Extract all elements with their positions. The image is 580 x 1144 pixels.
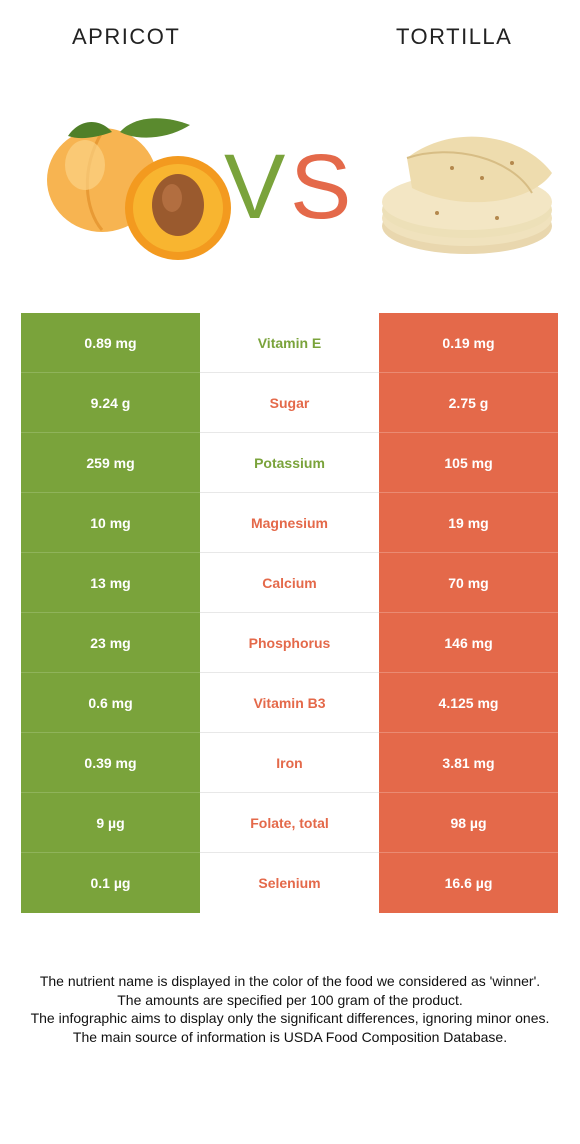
table-row: 0.39 mg Iron 3.81 mg: [21, 733, 558, 793]
footer-line: The amounts are specified per 100 gram o…: [117, 991, 463, 1008]
footer-line: The infographic aims to display only the…: [30, 1010, 550, 1026]
table-row: 259 mg Potassium 105 mg: [21, 433, 558, 493]
nutrient-name: Magnesium: [200, 493, 379, 553]
footer-line: The nutrient name is displayed in the co…: [39, 973, 541, 989]
nutrient-name: Selenium: [200, 853, 379, 913]
tortilla-value: 19 mg: [379, 493, 558, 553]
nutrient-name: Potassium: [200, 433, 379, 493]
table-row: 0.6 mg Vitamin B3 4.125 mg: [21, 673, 558, 733]
vs-label: V S: [224, 140, 351, 230]
apricot-title: APRICOT: [72, 24, 181, 49]
apricot-image: [47, 118, 231, 260]
tortilla-value: 105 mg: [379, 433, 558, 493]
tortilla-value: 146 mg: [379, 613, 558, 673]
tortilla-value: 2.75 g: [379, 373, 558, 433]
apricot-value: 9.24 g: [21, 373, 200, 433]
apricot-value: 0.39 mg: [21, 733, 200, 793]
tortilla-value: 4.125 mg: [379, 673, 558, 733]
footer-notes: The nutrient name is displayed in the co…: [10, 972, 570, 1046]
table-row: 10 mg Magnesium 19 mg: [21, 493, 558, 553]
table-row: 23 mg Phosphorus 146 mg: [21, 613, 558, 673]
apricot-value: 10 mg: [21, 493, 200, 553]
apricot-value: 0.89 mg: [21, 313, 200, 373]
nutrient-name: Vitamin B3: [200, 673, 379, 733]
nutrient-name: Calcium: [200, 553, 379, 613]
footer-line: The main source of information is USDA F…: [72, 1028, 508, 1045]
apricot-value: 23 mg: [21, 613, 200, 673]
vs-s: S: [290, 140, 351, 230]
tortilla-value: 16.6 µg: [379, 853, 558, 913]
nutrient-name: Sugar: [200, 373, 379, 433]
comparison-table: 0.89 mg Vitamin E 0.19 mg 9.24 g Sugar 2.75 g…: [21, 313, 558, 913]
nutrient-name: Folate, total: [200, 793, 379, 853]
apricot-value: 9 µg: [21, 793, 200, 853]
apricot-value: 259 mg: [21, 433, 200, 493]
table-row: 9 µg Folate, total 98 µg: [21, 793, 558, 853]
table-row: 0.89 mg Vitamin E 0.19 mg: [21, 313, 558, 373]
nutrient-name: Iron: [200, 733, 379, 793]
nutrient-name: Vitamin E: [200, 313, 379, 373]
tortilla-value: 0.19 mg: [379, 313, 558, 373]
table-row: 0.1 µg Selenium 16.6 µg: [21, 853, 558, 913]
tortilla-value: 70 mg: [379, 553, 558, 613]
vs-v: V: [224, 140, 285, 230]
apricot-value: 13 mg: [21, 553, 200, 613]
apricot-value: 0.1 µg: [21, 853, 200, 913]
tortilla-image: [382, 136, 552, 254]
tortilla-title: TORTILLA: [396, 24, 513, 49]
nutrient-name: Phosphorus: [200, 613, 379, 673]
table-row: 13 mg Calcium 70 mg: [21, 553, 558, 613]
tortilla-value: 98 µg: [379, 793, 558, 853]
tortilla-value: 3.81 mg: [379, 733, 558, 793]
apricot-value: 0.6 mg: [21, 673, 200, 733]
table-row: 9.24 g Sugar 2.75 g: [21, 373, 558, 433]
